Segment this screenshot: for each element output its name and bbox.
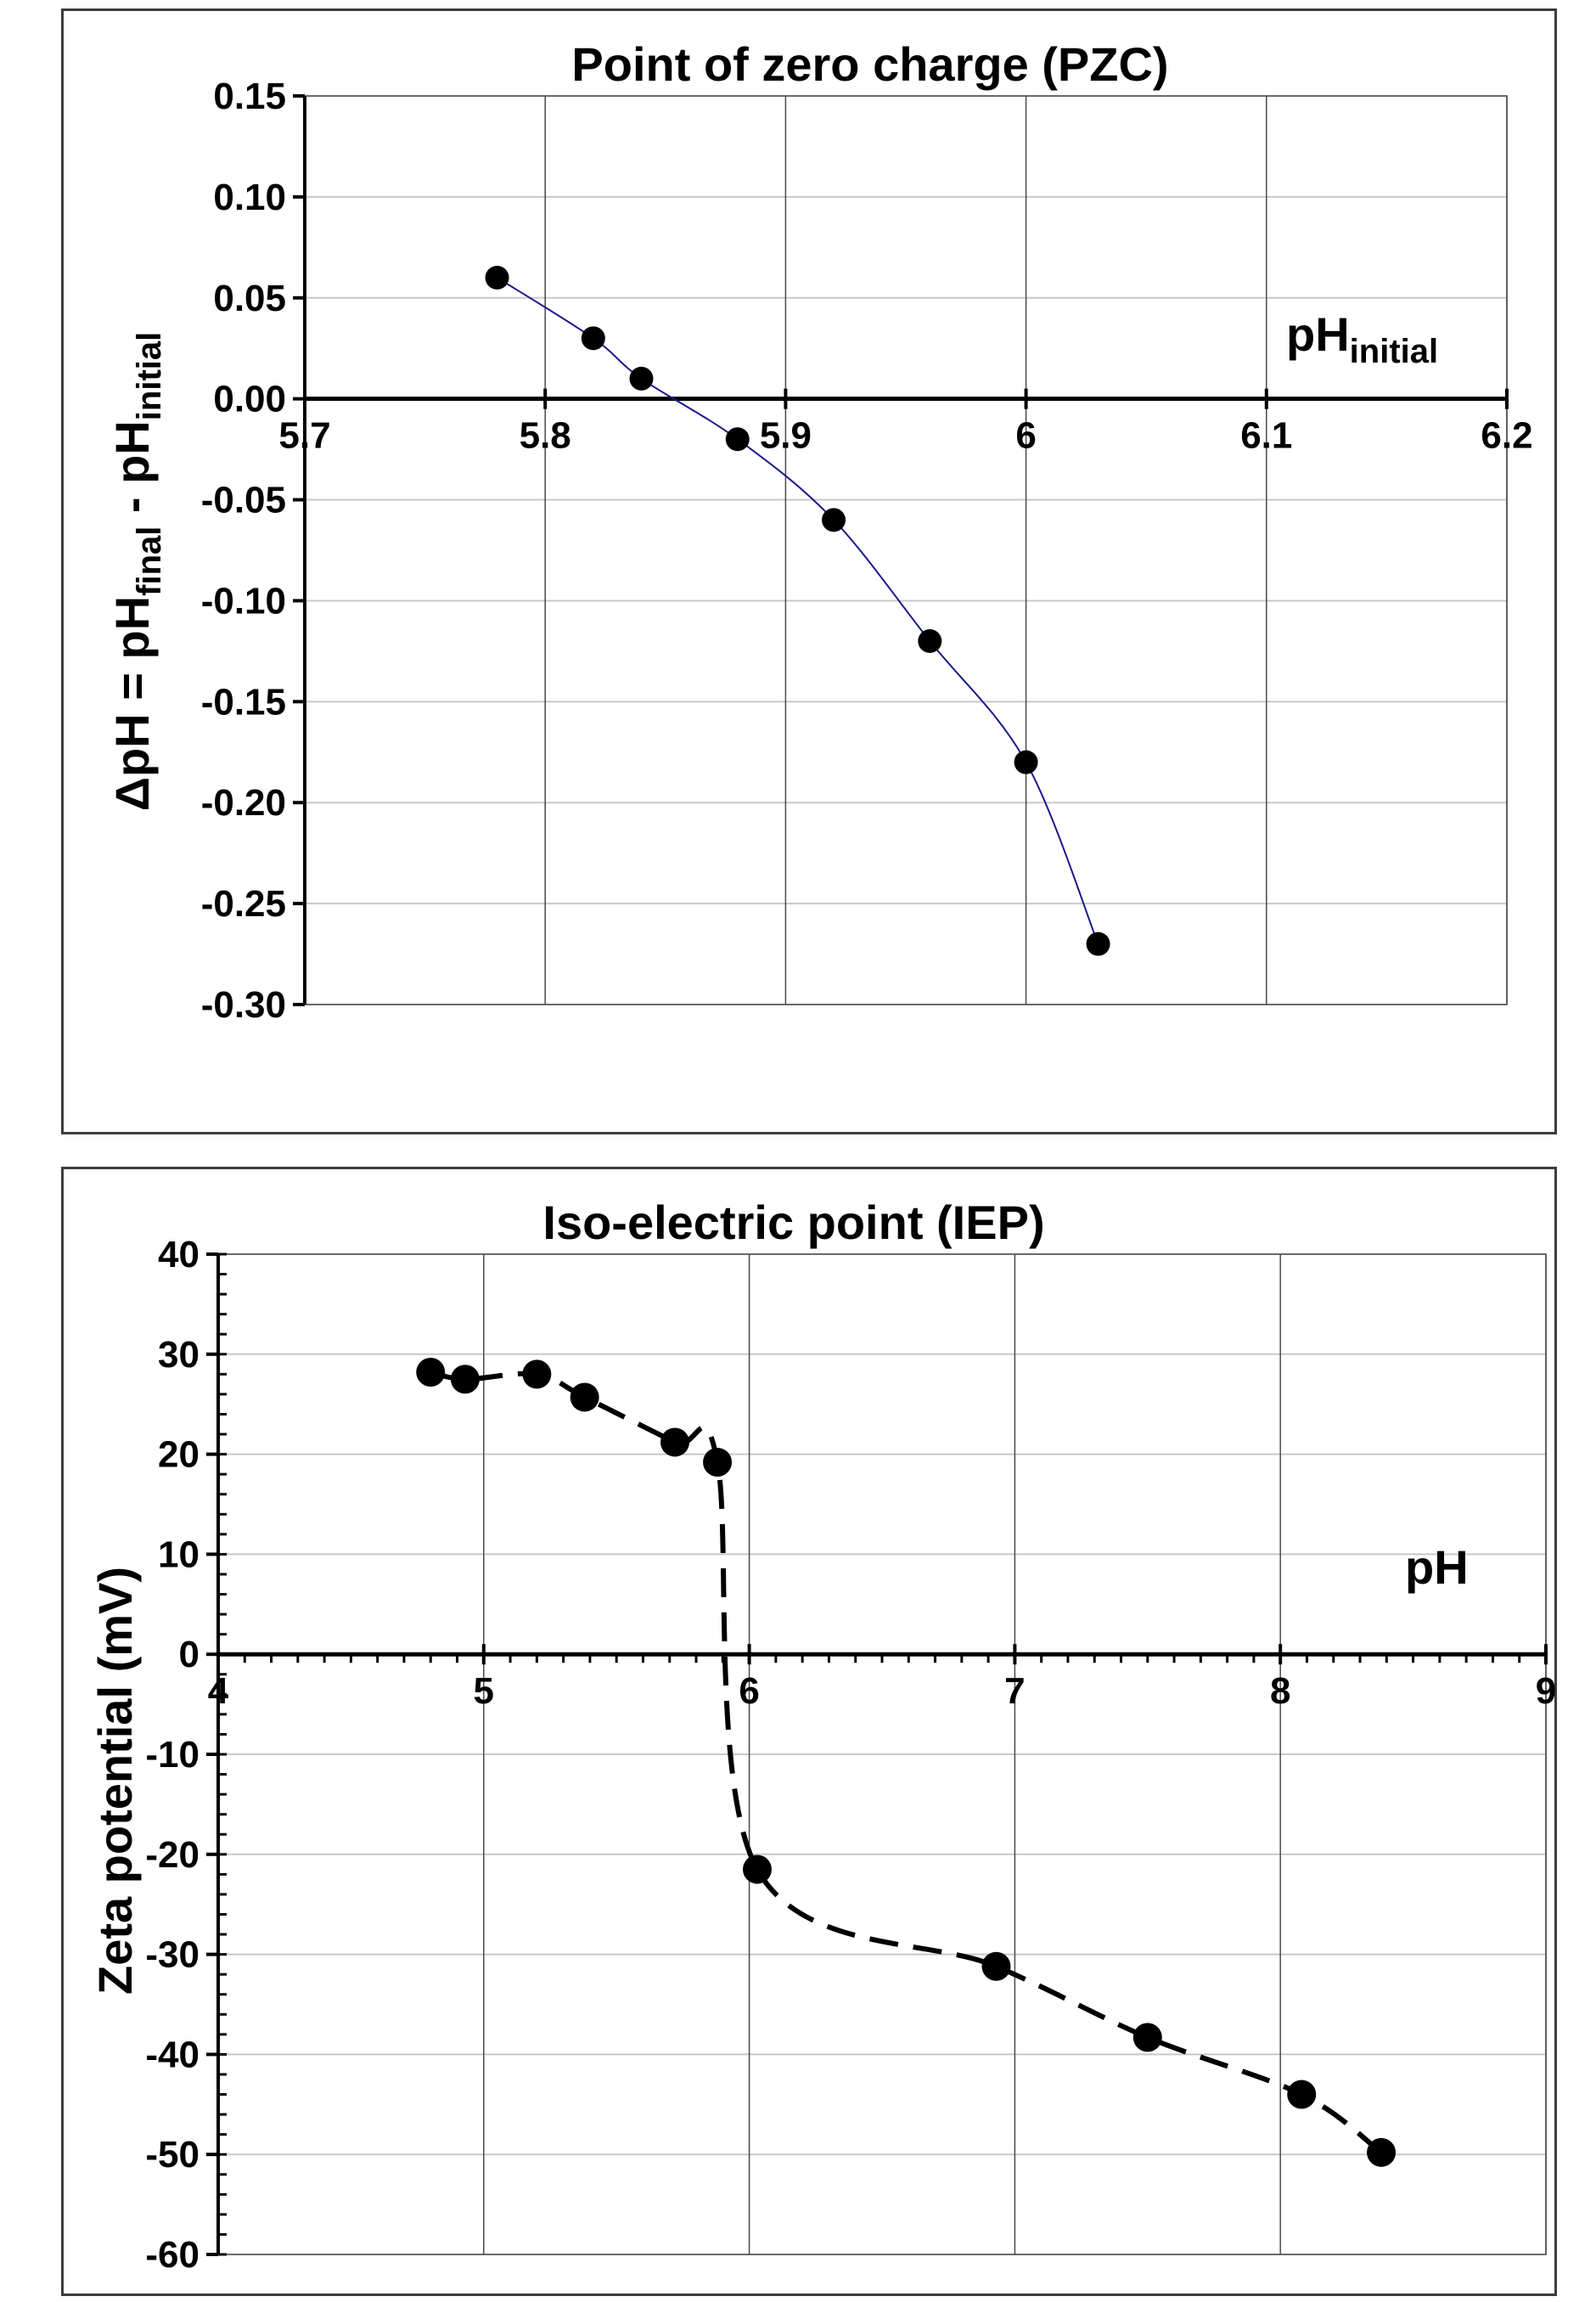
iep-y-tick-label: 20 (158, 1434, 200, 1476)
iep-y-tick-label: -50 (145, 2134, 200, 2175)
pzc-data-point (822, 508, 846, 532)
iep-x-tick-label: 8 (1270, 1670, 1290, 1712)
pzc-x-axis-label: pHinitial (1286, 307, 1438, 370)
iep-data-point (703, 1448, 733, 1477)
pzc-data-point (629, 366, 654, 391)
iep-y-tick-label: -30 (145, 1934, 200, 1976)
iep-y-axis-label: Zeta potential (mV) (88, 1567, 142, 1995)
pzc-y-tick-label: -0.30 (201, 984, 286, 1026)
iep-y-tick-label: -10 (145, 1734, 200, 1776)
pzc-data-point (1014, 750, 1038, 774)
iep-data-point (981, 1951, 1011, 1981)
iep-y-tick-label: 40 (158, 1234, 200, 1275)
pzc-x-label-sub: initial (1350, 333, 1438, 370)
pzc-x-tick-label: 5.8 (520, 415, 571, 457)
iep-x-tick-label: 4 (208, 1670, 229, 1712)
pzc-x-tick-label: 6.2 (1481, 415, 1532, 457)
iep-y-tick-label: 30 (158, 1334, 200, 1376)
pzc-x-label-main: pH (1286, 307, 1350, 361)
iep-series-line (430, 1370, 1383, 2155)
iep-data-point (1132, 2023, 1162, 2052)
iep-chart-title: Iso-electric point (IEP) (542, 1196, 1044, 1249)
pzc-y-label-sub1: final (131, 526, 168, 596)
pzc-y-tick-label: 0.10 (213, 177, 286, 218)
pzc-y-axis-label: ΔpH = pHfinal - pHinitial (105, 332, 168, 811)
pzc-y-tick-label: -0.10 (201, 580, 286, 622)
pzc-series-line (497, 277, 1099, 945)
iep-data-point (450, 1365, 480, 1394)
pzc-y-tick-label: -0.25 (201, 883, 286, 925)
iep-x-tick-label: 5 (474, 1670, 494, 1712)
pzc-data-point (581, 326, 605, 351)
iep-data-point (522, 1359, 552, 1389)
pzc-data-point (725, 427, 750, 452)
pzc-x-tick-label: 6.1 (1240, 415, 1292, 457)
pzc-data-point (485, 266, 509, 290)
pzc-y-tick-label: -0.05 (201, 480, 286, 521)
pzc-x-tick-label: 5.9 (760, 415, 812, 457)
iep-x-tick-label: 9 (1536, 1670, 1556, 1712)
pzc-x-tick-label: 6 (1015, 415, 1036, 457)
iep-y-tick-label: -60 (145, 2234, 200, 2276)
iep-data-point (1287, 2080, 1317, 2109)
pzc-y-tick-label: 0.00 (213, 379, 286, 420)
pzc-chart-panel: 0.15 0.10 0.05 0.00 -0.05 -0.10 -0.15 -0.20 -0.2… (61, 8, 1557, 1134)
pzc-data-point (918, 629, 942, 653)
pzc-y-tick-label: 0.15 (213, 76, 286, 117)
pzc-y-tick-label: -0.15 (201, 681, 286, 723)
iep-x-tick-label: 7 (1004, 1670, 1025, 1712)
pzc-plot-area (304, 95, 1508, 1005)
iep-y-tick-label: -20 (145, 1834, 200, 1876)
iep-x-tick-label: 6 (739, 1670, 759, 1712)
iep-chart-panel: 40 30 20 10 0 -10 -20 -30 -40 -50 -60 4 5 6 7 8 9 Iso-el… (61, 1167, 1557, 2296)
iep-data-point (570, 1382, 599, 1412)
pzc-chart: 0.15 0.10 0.05 0.00 -0.05 -0.10 -0.15 -0.20 -0.2… (105, 37, 1533, 1026)
pzc-y-label-part2: - pH (105, 420, 159, 526)
pzc-y-tick-label: -0.20 (201, 782, 286, 824)
pzc-chart-title: Point of zero charge (PZC) (571, 37, 1168, 91)
iep-data-point (742, 1855, 772, 1884)
iep-y-tick-label: 10 (158, 1534, 200, 1575)
iep-x-axis-label: pH (1405, 1540, 1469, 1594)
iep-y-tick-label: 0 (179, 1634, 200, 1675)
pzc-x-tick-label: 5.7 (278, 415, 330, 457)
pzc-y-tick-label: 0.05 (213, 278, 286, 319)
iep-chart: 40 30 20 10 0 -10 -20 -30 -40 -50 -60 4 5 6 7 8 9 Iso-el… (88, 1196, 1556, 2276)
pzc-y-label-part1: ΔpH = pH (105, 596, 159, 811)
iep-y-tick-label: -40 (145, 2034, 200, 2075)
iep-data-point (416, 1358, 446, 1387)
pzc-y-label-sub2: initial (131, 332, 168, 420)
iep-data-point (1367, 2137, 1396, 2167)
iep-data-point (660, 1427, 690, 1457)
pzc-data-point (1086, 931, 1110, 956)
